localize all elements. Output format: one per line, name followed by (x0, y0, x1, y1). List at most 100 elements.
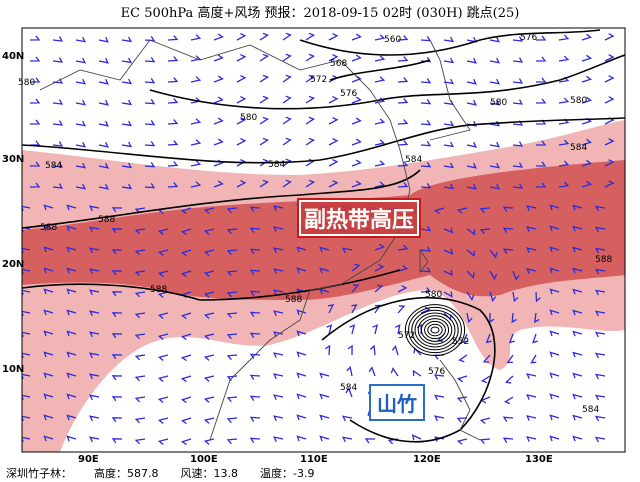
lat-label: 10N (2, 364, 24, 375)
wind-barb (22, 331, 31, 337)
wind-barb (89, 247, 100, 254)
wind-barb (549, 288, 560, 295)
wind-barb (549, 414, 560, 421)
wind-barb (249, 437, 261, 443)
wind-barb (167, 161, 179, 167)
contour-label: 584 (570, 143, 587, 153)
wind-barb (512, 183, 524, 189)
wind-barb (466, 270, 475, 279)
wind-barb (549, 225, 560, 232)
wind-barb (259, 179, 270, 188)
wind-barb (572, 309, 583, 316)
wind-barb (66, 393, 77, 400)
wind-barb (273, 247, 284, 253)
wind-barb (66, 246, 77, 253)
wind-barb (572, 414, 583, 421)
wind-barb (296, 372, 307, 379)
wind-barb (325, 344, 331, 356)
wind-barb (89, 331, 100, 338)
typhoon-label: 山竹 (369, 384, 425, 421)
coastlines (39, 39, 481, 441)
contour-label: 560 (384, 35, 401, 45)
wind-barb (326, 324, 333, 335)
wind-barb (364, 438, 376, 444)
wind-barb (66, 435, 77, 442)
wind-barb (456, 438, 468, 445)
wind-barb (43, 414, 54, 421)
wind-barb (351, 33, 362, 41)
wind-barb (391, 344, 399, 356)
wind-barb (420, 183, 432, 189)
wind-barb (319, 393, 330, 400)
wind-barb (213, 33, 224, 41)
wind-barb (531, 333, 538, 344)
wind-barb (328, 96, 339, 104)
wind-barb (180, 270, 192, 278)
wind-barb (581, 75, 593, 83)
wind-barb (594, 394, 606, 401)
contour-label: 572 (310, 75, 327, 85)
wind-barb (530, 354, 537, 364)
wind-barb (443, 36, 455, 43)
wind-barb (98, 99, 109, 106)
wind-barb (512, 162, 524, 168)
wind-barb (351, 304, 358, 314)
wind-barb (190, 55, 202, 62)
wind-barb (479, 207, 491, 214)
contour-label: 568 (330, 59, 347, 69)
wind-barb (111, 438, 123, 444)
lat-label: 30N (2, 154, 24, 165)
lon-label: 100E (190, 454, 218, 465)
wind-barb (22, 394, 31, 400)
wind-barb (226, 249, 238, 256)
wind-barb (319, 267, 330, 274)
wind-barb (134, 333, 146, 340)
wind-barb (111, 270, 123, 276)
subtropical-high-label: 副热带高压 (297, 198, 422, 238)
wind-barb (394, 324, 401, 335)
wind-barb (134, 438, 146, 445)
wind-barb (282, 53, 292, 62)
wind-barb (89, 205, 100, 212)
wind-barb (549, 435, 560, 442)
wind-barb (22, 436, 31, 442)
wind-barb (213, 117, 224, 125)
contour-label: 580 (425, 290, 442, 300)
wind-barb (29, 161, 41, 167)
wind-barb (456, 207, 468, 214)
wind-barb (420, 99, 432, 105)
wind-barb (594, 268, 606, 275)
wind-barb (180, 312, 192, 320)
wind-barb (273, 373, 284, 379)
wind-barb (144, 57, 156, 63)
wind-barb (549, 204, 560, 211)
wind-barb (390, 367, 399, 377)
wind-barb (535, 182, 547, 188)
wind-barb (433, 394, 445, 401)
wind-barb (328, 159, 339, 167)
wind-barb (249, 248, 261, 254)
wind-barb (581, 159, 593, 167)
wind-barb (22, 352, 31, 358)
wind-barb (273, 226, 284, 232)
wind-barb (190, 118, 202, 125)
contour-label: 580 (240, 113, 257, 123)
typhoon-ring (427, 323, 443, 337)
wind-barb (213, 138, 224, 146)
wind-barb (526, 205, 537, 211)
wind-barb (203, 417, 215, 424)
wind-barb (273, 394, 284, 400)
wind-barb (411, 434, 422, 441)
wind-barb (282, 74, 292, 83)
wind-barb (89, 226, 100, 233)
wind-barb (111, 417, 123, 423)
wind-barb (259, 95, 270, 104)
wind-barb (22, 268, 31, 274)
wind-barb (319, 414, 330, 421)
wind-barb (22, 205, 31, 211)
wind-barb (236, 96, 247, 104)
wind-barb (29, 98, 41, 104)
wind-barb (213, 96, 224, 104)
wind-barb (249, 332, 261, 338)
wind-barb (489, 249, 498, 259)
